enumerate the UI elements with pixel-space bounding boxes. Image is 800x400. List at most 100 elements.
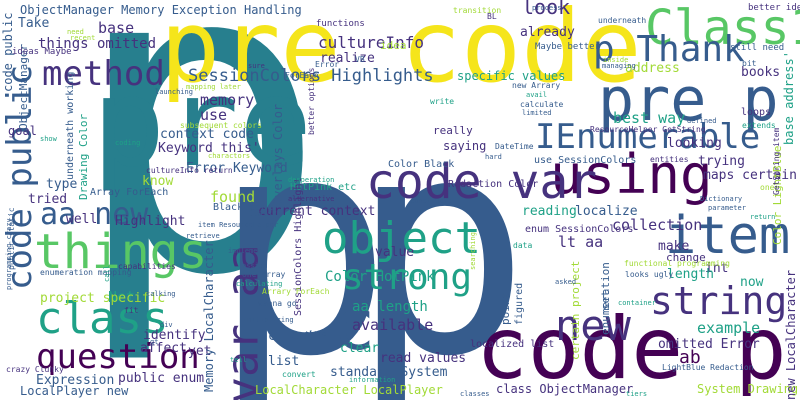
cloud-word: type bbox=[46, 177, 78, 192]
cloud-word: ResourceHelper GetString bbox=[590, 125, 706, 134]
cloud-word: standard System bbox=[330, 365, 448, 380]
cloud-word: item ResourceHelper bbox=[198, 221, 279, 229]
cloud-word: books bbox=[741, 65, 781, 80]
cloud-word: Class2 bbox=[248, 209, 277, 218]
cloud-word: memory bbox=[200, 91, 255, 109]
cloud-word: trying bbox=[698, 154, 745, 169]
cloud-word: alternative bbox=[288, 195, 335, 203]
cloud-word: charactors bbox=[208, 152, 251, 160]
cloud-word: bit bbox=[742, 59, 757, 68]
cloud-word: Redaction Color bbox=[448, 179, 539, 190]
cloud-word: now bbox=[740, 275, 764, 290]
cloud-word: hard bbox=[485, 153, 502, 161]
cloud-word: clear bbox=[340, 341, 380, 356]
cloud-word: classes bbox=[460, 390, 490, 398]
cloud-word: pre code bbox=[160, 0, 642, 105]
cloud-word: LightBlue Redaction bbox=[662, 363, 754, 372]
cloud-word: inside bbox=[603, 56, 629, 64]
cloud-word: lt aa bbox=[558, 233, 604, 251]
cloud-word: enum SessionColors bbox=[525, 224, 634, 235]
cloud-word: implement bbox=[228, 247, 266, 255]
cloud-word: item bbox=[665, 206, 791, 266]
cloud-word: return bbox=[750, 213, 776, 221]
cloud-word: Black code bbox=[213, 202, 274, 213]
cloud-word: address bbox=[625, 61, 680, 76]
cloud-word: change bbox=[666, 251, 706, 264]
cloud-word: int bbox=[705, 261, 729, 276]
cloud-word: certain project bbox=[569, 260, 582, 360]
cloud-word: constructs bbox=[410, 197, 453, 205]
cloud-word: question bbox=[36, 337, 200, 377]
cloud-word: retrieve bbox=[186, 232, 220, 240]
cloud-word: limited bbox=[522, 109, 552, 117]
cloud-word: class bbox=[36, 293, 169, 344]
cloud-word: Net bbox=[108, 288, 136, 306]
cloud-word: enumeration mapping bbox=[40, 268, 132, 277]
cloud-word: looks ugly bbox=[625, 270, 674, 279]
cloud-word: p bbox=[70, 0, 329, 370]
cloud-word: use bbox=[200, 106, 228, 124]
cloud-word: ab bbox=[679, 347, 701, 368]
cloud-word: client bbox=[268, 329, 315, 344]
cloud-word: base bbox=[98, 19, 135, 37]
cloud-word: cultureInfo bbox=[318, 33, 424, 52]
cloud-word: omitted Error bbox=[658, 337, 760, 352]
cloud-word: tried bbox=[28, 192, 68, 207]
cloud-word: well bbox=[66, 212, 98, 227]
cloud-word: write bbox=[430, 97, 455, 106]
cloud-word: idea bbox=[380, 39, 407, 52]
cloud-word: transition bbox=[453, 6, 502, 15]
cloud-word: managing bbox=[602, 62, 636, 70]
cloud-word: calculate bbox=[520, 100, 564, 109]
cloud-word: aa new bbox=[40, 197, 149, 232]
cloud-word: Keyword this' bbox=[158, 141, 260, 156]
cloud-word: found bbox=[210, 188, 256, 206]
cloud-word: Maybe better bbox=[535, 42, 601, 52]
cloud-word: Memory LocalCharacter bbox=[202, 240, 216, 392]
cloud-word: one Array bbox=[242, 270, 286, 279]
cloud-word: underneath working bbox=[65, 71, 76, 180]
cloud-word: calculating bbox=[236, 280, 283, 288]
cloud-word: example bbox=[697, 319, 761, 337]
cloud-word: p Thank bbox=[593, 29, 745, 70]
cloud-word: data bbox=[513, 241, 533, 250]
cloud-word: saying bbox=[443, 139, 487, 153]
cloud-word: div bbox=[160, 321, 173, 329]
cloud-word: ForEach bbox=[285, 71, 319, 80]
cloud-word: really bbox=[433, 124, 473, 137]
cloud-word: localized list bbox=[470, 339, 555, 350]
cloud-word: make bbox=[658, 239, 690, 254]
cloud-word: IEnumerable bbox=[535, 117, 761, 157]
cloud-word: tiers bbox=[626, 390, 648, 398]
cloud-word: things omitted bbox=[38, 36, 157, 52]
cloud-word: method bbox=[42, 54, 165, 94]
cloud-word: better options bbox=[307, 67, 316, 135]
cloud-word: class ObjectManager bbox=[496, 382, 634, 396]
cloud-word: one bbox=[760, 183, 775, 192]
cloud-word: need bbox=[67, 28, 84, 36]
cloud-word: show bbox=[40, 135, 57, 143]
cloud-word: Color Black bbox=[388, 159, 455, 170]
cloud-word: string bbox=[650, 279, 788, 323]
cloud-word: extends bbox=[742, 121, 776, 130]
cloud-word: yet bbox=[188, 344, 212, 359]
cloud-word: tell bbox=[230, 356, 247, 364]
cloud-word: searching bbox=[469, 232, 477, 270]
cloud-word: Take bbox=[18, 16, 50, 31]
cloud-word: pre p bbox=[598, 65, 779, 135]
cloud-word: new Arrary bbox=[512, 81, 561, 90]
cloud-word: System Drawing bbox=[697, 382, 799, 396]
cloud-word: convert bbox=[282, 370, 316, 379]
cloud-word: talking bbox=[146, 290, 176, 298]
cloud-word: DateTime bbox=[495, 142, 534, 151]
cloud-word: maps certain bbox=[703, 168, 797, 183]
cloud-word: ObjectManager Memory Exception Handling bbox=[20, 3, 302, 17]
cloud-word: strong bbox=[342, 257, 473, 298]
cloud-word: functions bbox=[316, 19, 365, 29]
cloud-word: Drawing Color bbox=[77, 113, 90, 200]
cloud-word: fit bbox=[124, 306, 139, 315]
cloud-word: new bbox=[555, 301, 631, 350]
cloud-word: loops bbox=[741, 107, 772, 118]
cloud-word: gt bbox=[150, 338, 159, 346]
